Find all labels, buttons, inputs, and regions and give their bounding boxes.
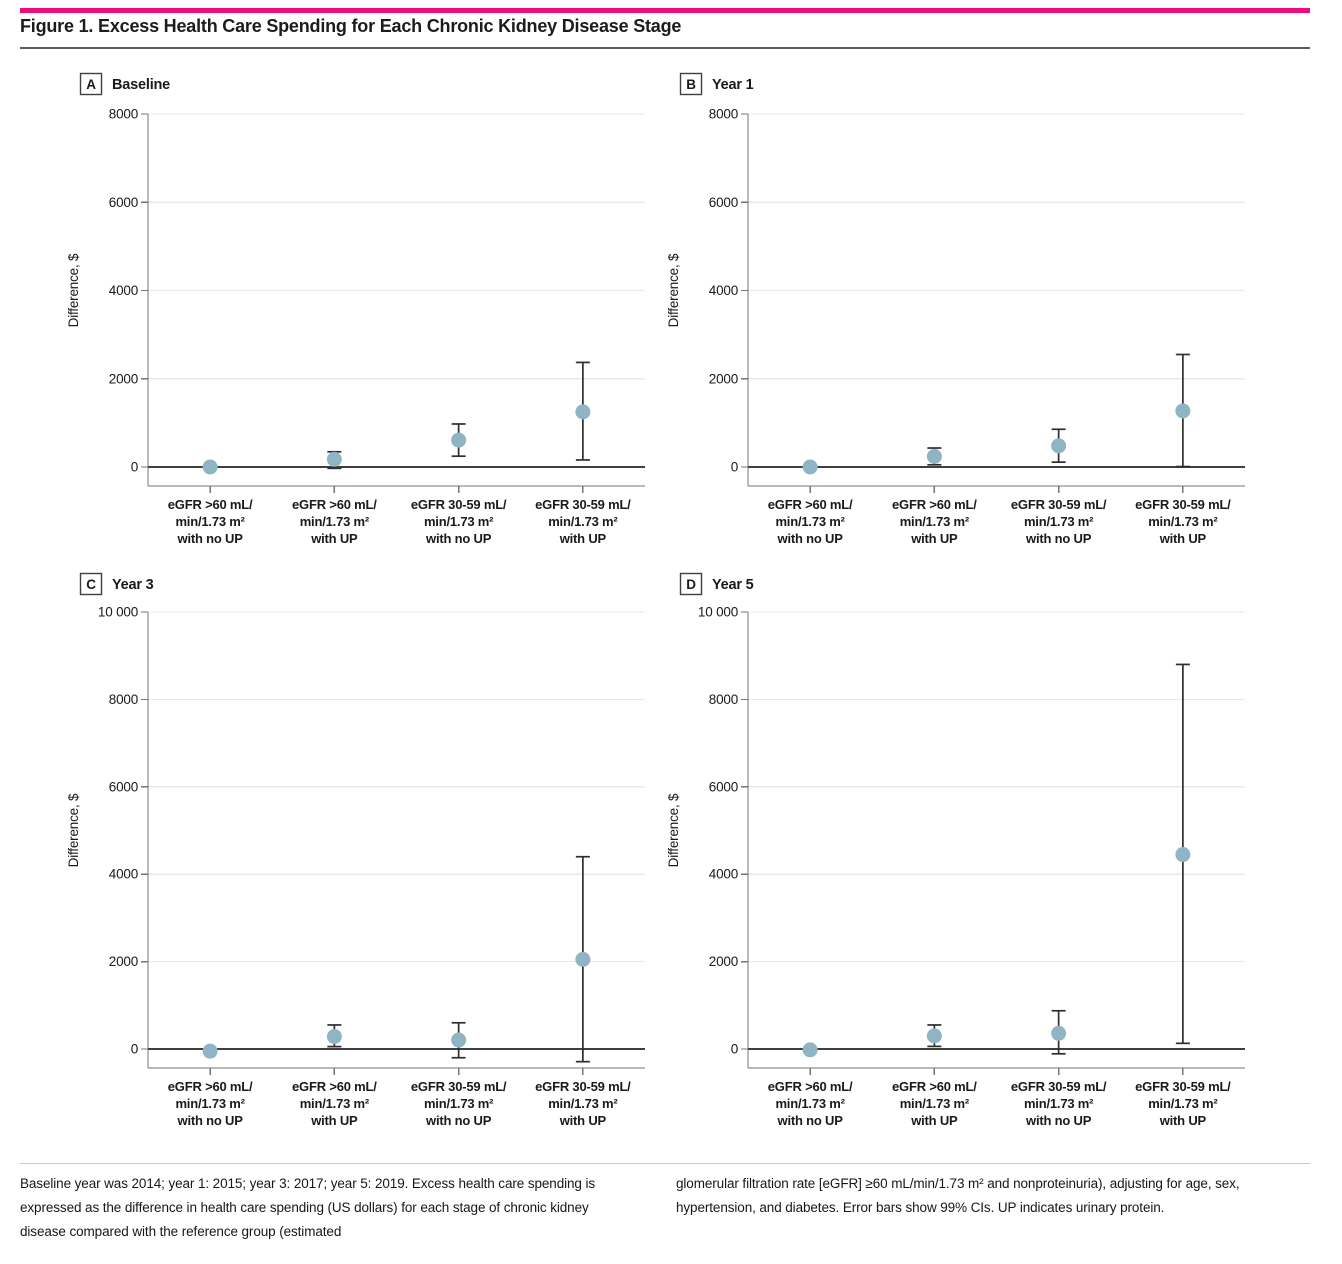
y-tick-label: 8000 — [109, 107, 138, 122]
y-tick-label: 4000 — [709, 867, 738, 882]
footnote-rule — [20, 1163, 1310, 1164]
y-tick-label: 10 000 — [98, 605, 138, 620]
y-axis-title: Difference, $ — [666, 253, 681, 327]
data-point — [802, 459, 818, 475]
data-point — [1051, 1025, 1067, 1041]
category-label: eGFR 30-59 mL/min/1.73 m² with no UP — [411, 497, 507, 546]
y-tick-label: 4000 — [109, 283, 138, 298]
category-label: eGFR >60 mL/min/1.73 m² with no UP — [168, 497, 253, 546]
data-point — [926, 1028, 942, 1044]
panel-title: Baseline — [112, 77, 170, 93]
y-tick-label: 0 — [131, 1042, 138, 1057]
y-tick-label: 8000 — [109, 692, 138, 707]
panel-B-chart: B Year 1 0 2000 4000 6000 8000 Difference, $ eGF… — [666, 72, 1245, 546]
data-point — [926, 448, 942, 464]
data-point — [451, 1032, 467, 1048]
panel-title: Year 5 — [712, 577, 754, 593]
y-tick-label: 0 — [731, 1042, 738, 1057]
category-label: eGFR >60 mL/min/1.73 m² with UP — [892, 1079, 977, 1128]
y-tick-label: 4000 — [109, 867, 138, 882]
y-tick-label: 6000 — [109, 779, 138, 794]
y-tick-label: 0 — [131, 460, 138, 475]
category-label: eGFR 30-59 mL/min/1.73 m² with UP — [535, 1079, 631, 1128]
figure-title: Figure 1. Excess Health Care Spending fo… — [20, 16, 682, 36]
panel-letter: A — [86, 77, 96, 92]
y-tick-label: 2000 — [709, 371, 738, 386]
accent-bar — [20, 8, 1310, 13]
y-tick-label: 2000 — [109, 954, 138, 969]
data-point — [1175, 403, 1191, 419]
category-label: eGFR >60 mL/min/1.73 m² with UP — [292, 497, 377, 546]
category-label: eGFR >60 mL/min/1.73 m² with no UP — [768, 1079, 853, 1128]
data-point — [202, 1043, 218, 1059]
category-label: eGFR 30-59 mL/min/1.73 m² with UP — [1135, 497, 1231, 546]
category-label: eGFR 30-59 mL/min/1.73 m² with no UP — [411, 1079, 507, 1128]
category-label: eGFR >60 mL/min/1.73 m² with UP — [292, 1079, 377, 1128]
data-point — [451, 432, 467, 448]
category-label: eGFR >60 mL/min/1.73 m² with no UP — [168, 1079, 253, 1128]
data-point — [575, 951, 591, 967]
data-point — [1175, 847, 1191, 863]
footnote-right: glomerular filtration rate [eGFR] ≥60 mL… — [676, 1176, 1240, 1215]
panel-letter-box — [79, 572, 103, 596]
y-tick-label: 0 — [731, 460, 738, 475]
y-tick-label: 6000 — [109, 195, 138, 210]
data-point — [1051, 438, 1067, 454]
panel-C-chart: C Year 3 0 2000 4000 6000 8000 10 000 Difference… — [66, 572, 645, 1128]
panel-title: Year 3 — [112, 577, 154, 593]
panel-A-chart: A Baseline 0 2000 4000 6000 8000 Difference, $ e… — [66, 72, 645, 546]
panel-letter-box — [679, 72, 703, 96]
y-axis-title: Difference, $ — [66, 253, 81, 327]
y-tick-label: 6000 — [709, 779, 738, 794]
category-label: eGFR 30-59 mL/min/1.73 m² with no UP — [1011, 497, 1107, 546]
category-label: eGFR 30-59 mL/min/1.73 m² with no UP — [1011, 1079, 1107, 1128]
y-axis-title: Difference, $ — [666, 793, 681, 867]
y-tick-label: 4000 — [709, 283, 738, 298]
y-tick-label: 8000 — [709, 692, 738, 707]
data-point — [326, 1029, 342, 1045]
data-point — [202, 459, 218, 475]
y-tick-label: 8000 — [709, 107, 738, 122]
y-tick-label: 2000 — [109, 371, 138, 386]
panel-D-chart: D Year 5 0 2000 4000 6000 8000 10 000 Difference… — [666, 572, 1245, 1128]
data-point — [575, 404, 591, 420]
y-tick-label: 6000 — [709, 195, 738, 210]
panel-letter-box — [679, 572, 703, 596]
footnote-left: Baseline year was 2014; year 1: 2015; ye… — [20, 1176, 596, 1239]
category-label: eGFR 30-59 mL/min/1.73 m² with UP — [1135, 1079, 1231, 1128]
panel-letter-box — [79, 72, 103, 96]
panel-letter: B — [686, 77, 696, 92]
category-label: eGFR >60 mL/min/1.73 m² with UP — [892, 497, 977, 546]
y-tick-label: 2000 — [709, 954, 738, 969]
title-rule — [20, 47, 1310, 49]
category-label: eGFR 30-59 mL/min/1.73 m² with UP — [535, 497, 631, 546]
data-point — [326, 451, 342, 467]
panel-letter: D — [686, 577, 696, 592]
y-axis-title: Difference, $ — [66, 793, 81, 867]
panel-title: Year 1 — [712, 77, 754, 93]
y-tick-label: 10 000 — [698, 605, 738, 620]
category-label: eGFR >60 mL/min/1.73 m² with no UP — [768, 497, 853, 546]
data-point — [802, 1042, 818, 1058]
panel-letter: C — [86, 577, 96, 592]
